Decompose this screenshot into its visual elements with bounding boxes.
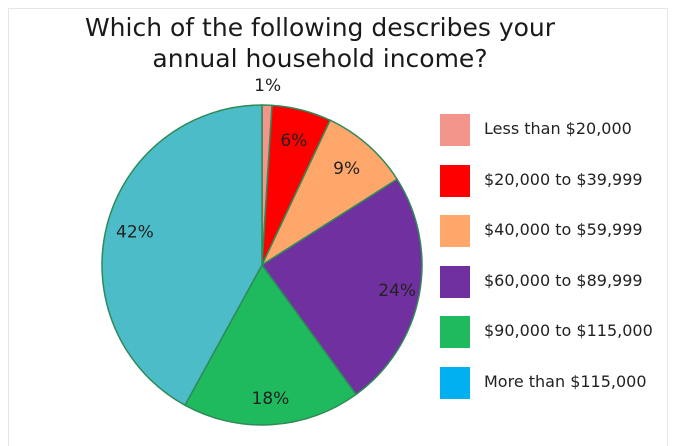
pie-slice — [260, 178, 423, 396]
legend-label: $20,000 to $39,999 — [484, 169, 643, 189]
legend: Less than $20,000 $20,000 to $39,999 $40,0… — [440, 112, 668, 415]
pie-data-label: 18% — [252, 389, 290, 409]
legend-item: More than $115,000 — [440, 365, 668, 403]
pie-slice — [260, 119, 399, 268]
legend-item: $90,000 to $115,000 — [440, 314, 668, 352]
pie-slice — [183, 263, 358, 426]
legend-swatch — [440, 114, 470, 146]
pie-data-label: 9% — [333, 159, 360, 179]
legend-swatch — [440, 265, 470, 298]
pie-data-label: 42% — [116, 222, 154, 242]
pie-data-label: 24% — [378, 281, 416, 301]
legend-label: $40,000 to $59,999 — [484, 220, 643, 239]
legend-label: Less than $20,000 — [484, 119, 632, 138]
legend-swatch — [440, 164, 470, 197]
chart-title: Which of the following describes your an… — [84, 13, 556, 73]
legend-item: $60,000 to $89,999 — [440, 264, 668, 302]
legend-item: Less than $20,000 — [440, 112, 668, 150]
legend-label: $60,000 to $89,999 — [484, 270, 643, 290]
legend-label: More than $115,000 — [484, 371, 647, 391]
pie-data-label: 1% — [254, 76, 281, 96]
legend-swatch — [440, 316, 470, 348]
legend-item: $40,000 to $59,999 — [440, 213, 668, 251]
pie-data-label: 6% — [280, 131, 307, 151]
pie-slice — [101, 104, 263, 407]
legend-swatch — [440, 215, 470, 247]
legend-item: $20,000 to $39,999 — [440, 163, 668, 201]
legend-label: $90,000 to $115,000 — [484, 321, 653, 340]
legend-swatch — [440, 366, 470, 399]
